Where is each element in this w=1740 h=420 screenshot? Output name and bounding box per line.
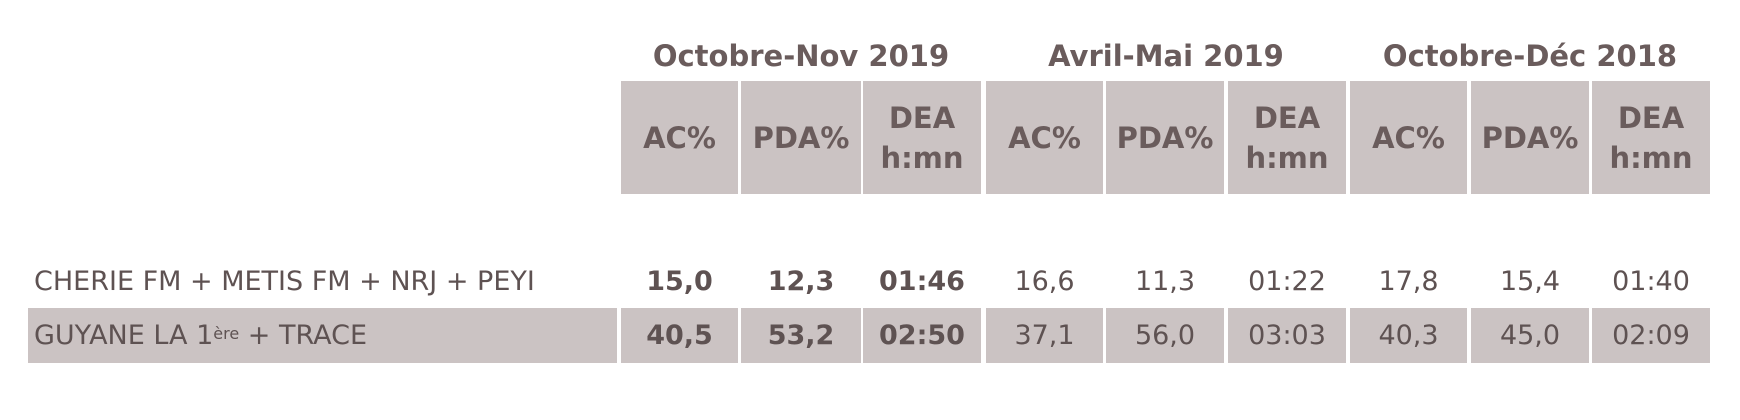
value-cell: 02:50 [863,308,981,363]
column-header: AC% [986,81,1103,194]
row-label: GUYANE LA 1 ère + TRACE [28,308,617,363]
value-cell: 11,3 [1134,266,1196,297]
group-header: Avril-Mai 2019 [1048,39,1284,73]
value-cell: 03:03 [1228,308,1346,363]
value-cell: 02:09 [1592,308,1710,363]
column-header: PDA% [1106,81,1224,194]
header-line: DEA [1617,100,1685,135]
label-text: + TRACE [239,320,368,351]
label-superscript: ère [213,324,240,343]
column-header: PDA% [1471,81,1589,194]
column-header: AC% [1350,81,1467,194]
value-cell: 53,2 [741,308,861,363]
value-cell: 40,5 [621,308,738,363]
header-line: PDA% [1481,120,1579,155]
value-cell: 01:22 [1248,266,1326,297]
row-label: CHERIE FM + METIS FM + NRJ + PEYI [28,254,617,309]
header-line: AC% [1372,120,1445,155]
value-cell: 45,0 [1471,308,1589,363]
value-cell: 17,8 [1378,266,1439,297]
label-text: CHERIE FM + METIS FM + NRJ + PEYI [34,266,535,297]
column-header: DEA h:mn [863,81,981,194]
header-line: h:mn [1245,140,1329,175]
column-header: DEA h:mn [1228,81,1346,194]
header-line: h:mn [1609,140,1693,175]
header-line: DEA [888,100,956,135]
value-cell: 37,1 [986,308,1103,363]
value-cell: 15,4 [1499,266,1561,297]
value-cell: 12,3 [767,266,835,297]
value-cell: 16,6 [1014,266,1075,297]
header-line: h:mn [880,140,964,175]
header-line: AC% [1008,120,1081,155]
header-line: PDA% [1116,120,1214,155]
column-header: PDA% [741,81,861,194]
header-line: DEA [1253,100,1321,135]
value-cell: 01:46 [879,266,965,297]
header-line: PDA% [752,120,850,155]
value-cell: 15,0 [646,266,713,297]
column-header: DEA h:mn [1592,81,1710,194]
group-header: Octobre-Déc 2018 [1382,39,1678,73]
header-line: AC% [643,120,716,155]
column-header: AC% [621,81,738,194]
value-cell: 01:40 [1612,266,1690,297]
value-cell: 40,3 [1350,308,1467,363]
label-text: GUYANE LA 1 [34,320,214,351]
value-cell: 56,0 [1106,308,1224,363]
group-header: Octobre-Nov 2019 [652,39,950,73]
